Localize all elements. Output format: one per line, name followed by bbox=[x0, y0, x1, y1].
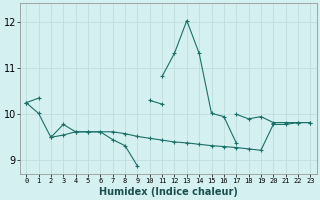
X-axis label: Humidex (Indice chaleur): Humidex (Indice chaleur) bbox=[99, 187, 238, 197]
